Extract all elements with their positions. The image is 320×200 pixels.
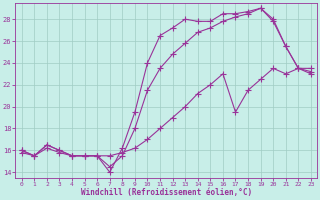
X-axis label: Windchill (Refroidissement éolien,°C): Windchill (Refroidissement éolien,°C) [81, 188, 252, 197]
